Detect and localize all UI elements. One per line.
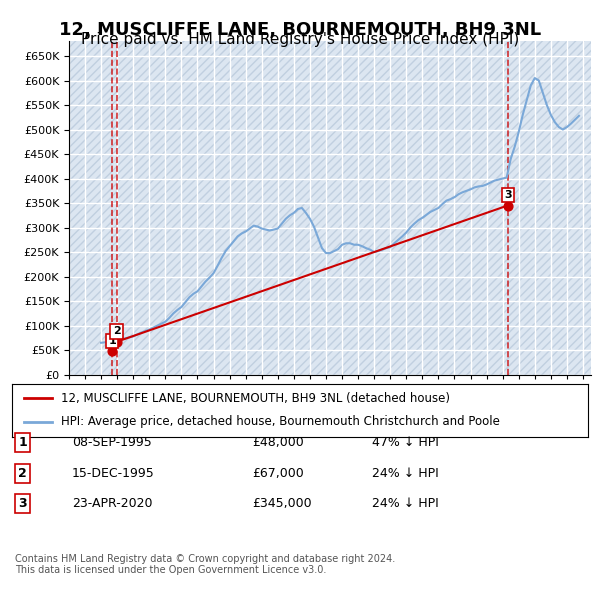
Text: 12, MUSCLIFFE LANE, BOURNEMOUTH, BH9 3NL: 12, MUSCLIFFE LANE, BOURNEMOUTH, BH9 3NL bbox=[59, 21, 541, 39]
Text: 3: 3 bbox=[504, 190, 511, 200]
Text: £48,000: £48,000 bbox=[252, 436, 304, 449]
Text: £345,000: £345,000 bbox=[252, 497, 311, 510]
Text: Contains HM Land Registry data © Crown copyright and database right 2024.
This d: Contains HM Land Registry data © Crown c… bbox=[15, 553, 395, 575]
Text: 3: 3 bbox=[19, 497, 27, 510]
Text: 47% ↓ HPI: 47% ↓ HPI bbox=[372, 436, 439, 449]
Text: 2: 2 bbox=[113, 326, 121, 336]
Text: HPI: Average price, detached house, Bournemouth Christchurch and Poole: HPI: Average price, detached house, Bour… bbox=[61, 415, 500, 428]
Point bbox=[112, 337, 121, 346]
Text: Price paid vs. HM Land Registry's House Price Index (HPI): Price paid vs. HM Land Registry's House … bbox=[81, 32, 519, 47]
Text: 15-DEC-1995: 15-DEC-1995 bbox=[72, 467, 155, 480]
Text: 2: 2 bbox=[19, 467, 27, 480]
Text: 1: 1 bbox=[19, 436, 27, 449]
Text: 12, MUSCLIFFE LANE, BOURNEMOUTH, BH9 3NL (detached house): 12, MUSCLIFFE LANE, BOURNEMOUTH, BH9 3NL… bbox=[61, 392, 450, 405]
Text: 24% ↓ HPI: 24% ↓ HPI bbox=[372, 497, 439, 510]
Text: £67,000: £67,000 bbox=[252, 467, 304, 480]
Text: 1: 1 bbox=[109, 336, 116, 346]
Text: 08-SEP-1995: 08-SEP-1995 bbox=[72, 436, 152, 449]
Text: 23-APR-2020: 23-APR-2020 bbox=[72, 497, 152, 510]
Point bbox=[107, 346, 117, 356]
Point bbox=[503, 201, 512, 210]
Text: 24% ↓ HPI: 24% ↓ HPI bbox=[372, 467, 439, 480]
